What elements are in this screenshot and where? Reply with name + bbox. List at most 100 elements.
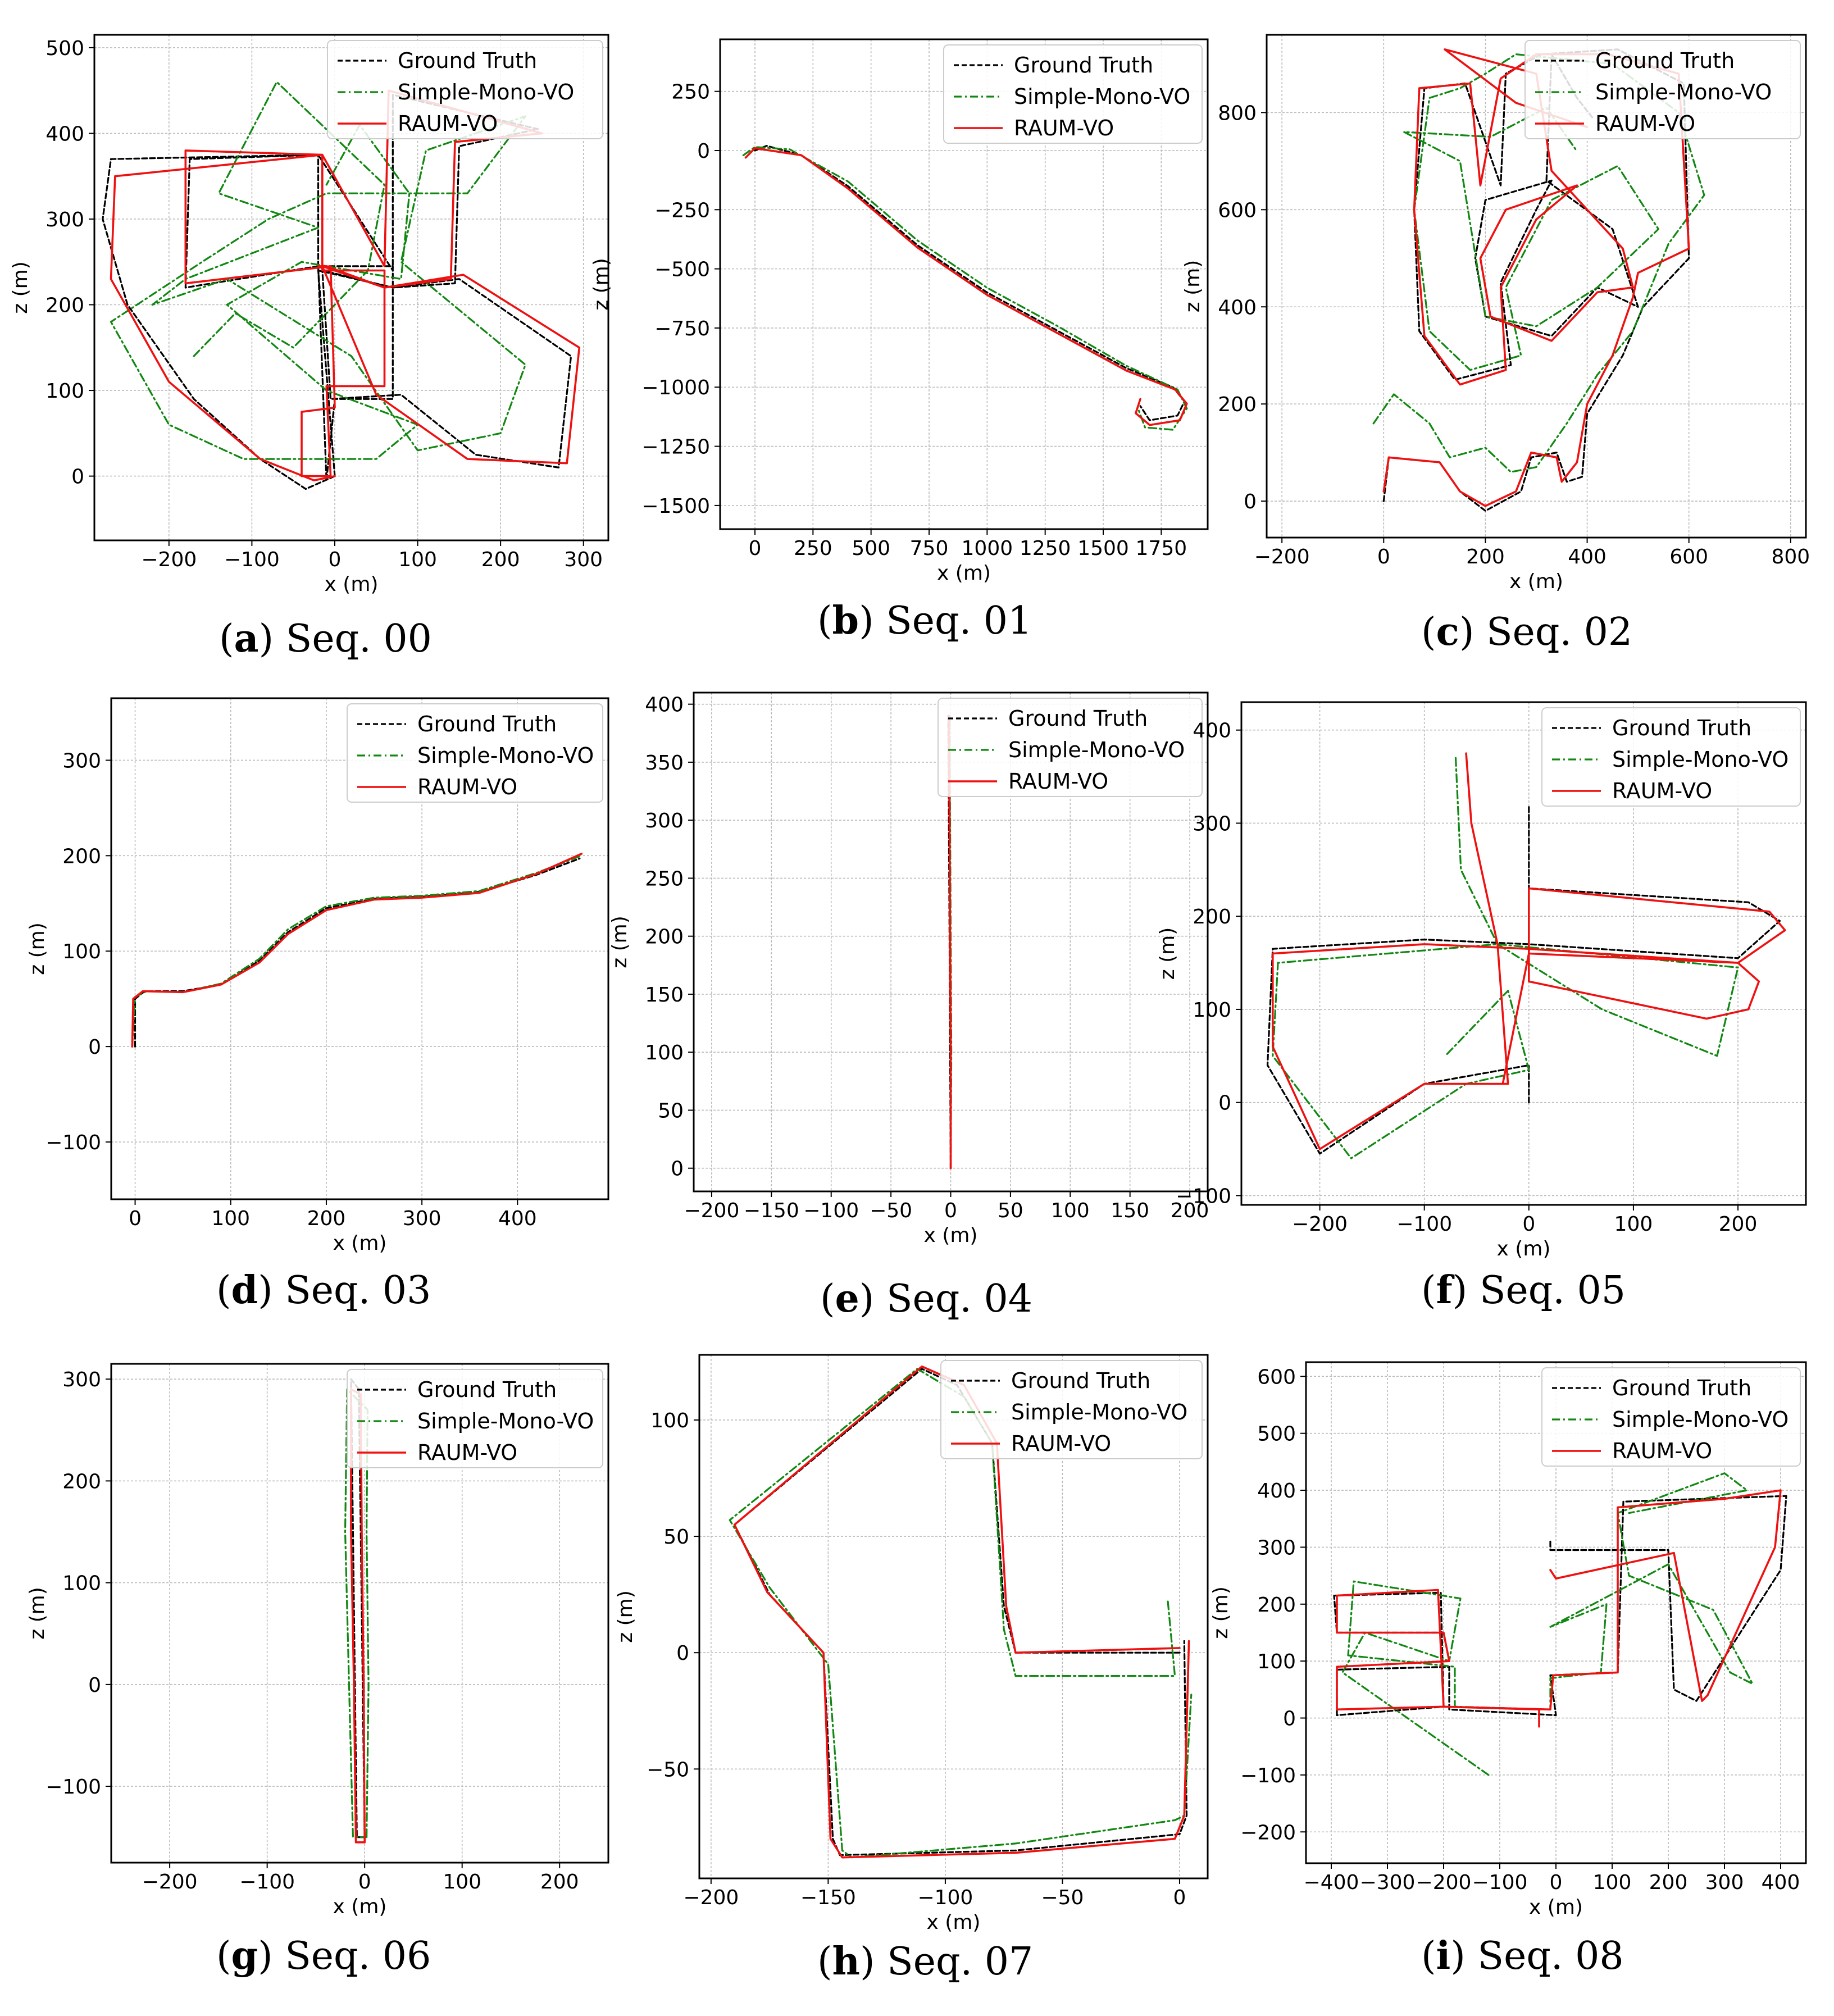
- x-tick-label: −50: [870, 1199, 912, 1222]
- legend-label: Ground Truth: [1612, 716, 1751, 740]
- y-tick-label: −50: [647, 1758, 689, 1781]
- legend-label: RAUM-VO: [1612, 779, 1712, 803]
- x-tick-label: 200: [1171, 1199, 1209, 1222]
- caption-paren: (: [216, 1934, 231, 1978]
- x-tick-label: 100: [211, 1207, 250, 1230]
- y-tick-label: 0: [1218, 1092, 1231, 1115]
- x-tick-label: −100: [917, 1886, 973, 1909]
- legend: Ground Truth Simple-Mono-VO RAUM-VO: [940, 1360, 1203, 1459]
- caption-letter: g: [231, 1933, 258, 1978]
- caption-paren: (: [216, 1268, 231, 1313]
- series-line-raum: [131, 853, 583, 1048]
- legend-box: [938, 698, 1203, 797]
- y-tick-label: 400: [1193, 720, 1231, 743]
- x-axis-label: x (m): [333, 1232, 387, 1255]
- y-tick-label: −1000: [641, 376, 710, 399]
- y-tick-label: 0: [1244, 490, 1257, 513]
- y-tick-label: 50: [663, 1526, 689, 1549]
- legend-label: Ground Truth: [1595, 48, 1735, 73]
- series-line-raum: [1382, 48, 1690, 507]
- y-tick-label: 500: [45, 37, 84, 60]
- y-tick-label: 0: [676, 1642, 689, 1665]
- legend-label: RAUM-VO: [1011, 1431, 1111, 1456]
- x-tick-label: 200: [307, 1207, 346, 1230]
- caption-text: ) Seq. 02: [1459, 610, 1632, 654]
- subplot-caption: (d) Seq. 03: [216, 1268, 431, 1313]
- x-tick-label: −400: [1304, 1871, 1359, 1894]
- subplot-d: 0 100 200 300 400 −100 0 100 200 300 x (m) z (m) Gro…: [26, 697, 609, 1313]
- plot-frame: [719, 38, 1209, 530]
- x-axis-label: x (m): [924, 1224, 978, 1247]
- y-tick-label: 0: [671, 1158, 684, 1181]
- x-tick-label: 0: [944, 1199, 957, 1222]
- y-tick-label: 100: [62, 1572, 101, 1595]
- y-tick-label: 0: [697, 140, 710, 163]
- x-tick-label: 500: [852, 537, 890, 560]
- y-tick-label: 300: [1257, 1536, 1296, 1559]
- caption-text: ) Seq. 07: [860, 1940, 1033, 1984]
- x-tick-label: 1500: [1077, 537, 1129, 560]
- subplot-caption: (f) Seq. 05: [1421, 1268, 1626, 1313]
- legend-box: [327, 40, 603, 139]
- x-tick-label: −100: [1472, 1871, 1528, 1894]
- legend-label: Ground Truth: [1014, 53, 1153, 78]
- y-tick-label: −100: [45, 1776, 101, 1799]
- y-tick-label: 400: [1218, 296, 1257, 319]
- x-tick-label: 0: [329, 548, 342, 571]
- x-tick-label: 0: [358, 1871, 371, 1894]
- caption-paren: (: [1421, 1934, 1436, 1978]
- caption-text: ) Seq. 03: [258, 1268, 431, 1313]
- legend-label: Simple-Mono-VO: [1612, 1407, 1789, 1432]
- caption-letter: b: [832, 598, 859, 643]
- x-tick-label: 100: [398, 548, 437, 571]
- y-tick-label: 250: [645, 867, 684, 890]
- x-tick-label: 0: [1173, 1886, 1186, 1909]
- y-tick-label: 200: [62, 845, 101, 868]
- y-tick-label: 350: [645, 752, 684, 775]
- subplot-caption: (b) Seq. 01: [817, 598, 1032, 643]
- x-tick-label: 400: [1762, 1871, 1800, 1894]
- caption-text: ) Seq. 05: [1453, 1268, 1626, 1313]
- x-axis-label: x (m): [325, 573, 379, 596]
- subplot-c: −200 0 200 400 600 800 0 200 400 600 800 x (m) z (m)…: [1181, 34, 1810, 654]
- x-tick-label: 100: [1593, 1871, 1632, 1894]
- x-tick-label: −100: [803, 1199, 859, 1222]
- legend-box: [1541, 707, 1801, 807]
- x-axis-label: x (m): [1529, 1896, 1583, 1919]
- x-tick-label: −200: [1416, 1871, 1472, 1894]
- x-tick-label: 0: [1377, 545, 1390, 568]
- x-tick-label: −200: [683, 1886, 739, 1909]
- y-tick-label: −750: [654, 317, 710, 340]
- series-line-raum: [744, 147, 1188, 426]
- x-tick-label: 150: [1111, 1199, 1149, 1222]
- y-tick-label: 0: [88, 1674, 101, 1697]
- x-tick-label: 0: [1550, 1871, 1563, 1894]
- caption-text: ) Seq. 06: [258, 1934, 431, 1978]
- x-tick-label: 800: [1771, 545, 1810, 568]
- x-axis-label: x (m): [333, 1895, 387, 1918]
- x-axis-label: x (m): [1509, 570, 1563, 593]
- legend-label: Simple-Mono-VO: [1011, 1400, 1187, 1425]
- caption-letter: c: [1436, 609, 1459, 654]
- legend: Ground Truth Simple-Mono-VO RAUM-VO: [943, 44, 1203, 144]
- subplot-caption: (h) Seq. 07: [817, 1939, 1033, 1984]
- y-tick-label: 100: [62, 940, 101, 963]
- legend-label: Ground Truth: [1011, 1368, 1150, 1393]
- x-tick-label: 600: [1669, 545, 1708, 568]
- x-tick-label: 300: [564, 548, 603, 571]
- series-group: [1372, 48, 1705, 512]
- y-tick-label: −100: [45, 1131, 101, 1154]
- x-tick-label: 400: [1568, 545, 1607, 568]
- legend-label: RAUM-VO: [417, 1440, 517, 1465]
- x-tick-label: −100: [224, 548, 280, 571]
- caption-text: ) Seq. 01: [859, 599, 1032, 643]
- legend: Ground Truth Simple-Mono-VO RAUM-VO: [327, 40, 603, 139]
- series-line-mono: [742, 146, 1188, 431]
- y-axis-label: z (m): [1156, 927, 1179, 980]
- y-tick-label: 300: [1193, 812, 1231, 835]
- x-tick-label: 1000: [962, 537, 1013, 560]
- series-line-raum: [733, 1365, 1190, 1859]
- legend-label: Simple-Mono-VO: [398, 80, 574, 104]
- y-tick-label: −250: [654, 199, 710, 222]
- y-tick-label: 500: [1257, 1423, 1296, 1446]
